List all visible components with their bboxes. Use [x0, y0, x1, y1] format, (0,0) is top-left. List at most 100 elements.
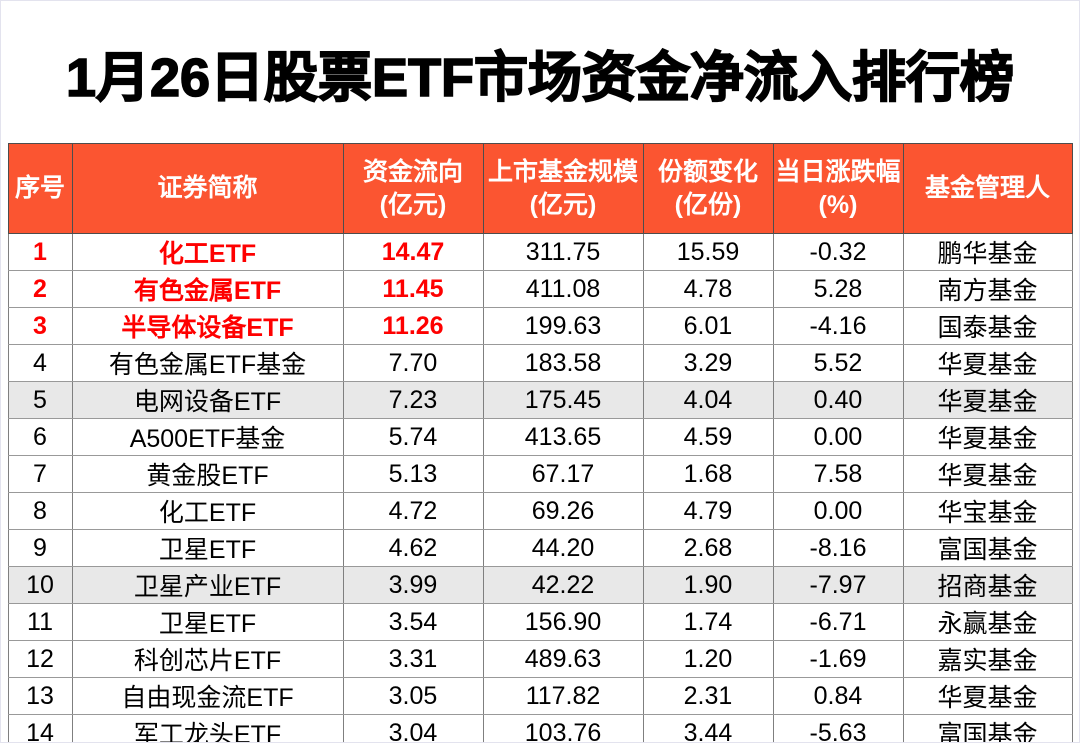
cell-scale: 183.58	[482, 344, 644, 382]
cell-manager: 华夏基金	[902, 455, 1073, 493]
table-row: 12 科创芯片ETF 3.31 489.63 1.20 -1.69 嘉实基金	[7, 640, 1073, 678]
cell-rank: 8	[7, 492, 73, 530]
cell-rank: 14	[7, 714, 73, 742]
cell-day-change: -5.63	[772, 714, 904, 742]
table-row: 1 化工ETF 14.47 311.75 15.59 -0.32 鹏华基金	[7, 233, 1073, 271]
column-header-line1: 上市基金规模	[487, 158, 638, 186]
table-row: 11 卫星ETF 3.54 156.90 1.74 -6.71 永赢基金	[7, 603, 1073, 641]
cell-share-change: 1.90	[642, 566, 774, 604]
cell-scale: 103.76	[482, 714, 644, 742]
column-header-line1: 份额变化	[657, 158, 758, 186]
table-row: 7 黄金股ETF 5.13 67.17 1.68 7.58 华夏基金	[7, 455, 1073, 493]
cell-name: A500ETF基金	[71, 418, 344, 456]
column-header-line2: (亿元)	[529, 190, 597, 219]
cell-scale: 175.45	[482, 381, 644, 419]
cell-flow: 7.70	[342, 344, 484, 382]
cell-manager: 富国基金	[902, 714, 1073, 742]
cell-share-change: 3.44	[642, 714, 774, 742]
cell-rank: 11	[7, 603, 73, 641]
cell-day-change: 0.00	[772, 418, 904, 456]
cell-scale: 311.75	[482, 233, 644, 271]
cell-manager: 嘉实基金	[902, 640, 1073, 678]
table-row: 13 自由现金流ETF 3.05 117.82 2.31 0.84 华夏基金	[7, 677, 1073, 715]
cell-day-change: 7.58	[772, 455, 904, 493]
cell-flow: 3.04	[342, 714, 484, 742]
cell-manager: 华夏基金	[902, 381, 1073, 419]
cell-name: 卫星ETF	[71, 603, 344, 641]
cell-manager: 南方基金	[902, 270, 1073, 308]
cell-rank: 1	[7, 233, 73, 271]
cell-share-change: 1.20	[642, 640, 774, 678]
page-title: 1月26日股票ETF市场资金净流入排行榜	[65, 47, 1015, 109]
cell-flow: 7.23	[342, 381, 484, 419]
cell-scale: 44.20	[482, 529, 644, 567]
table-body: 1 化工ETF 14.47 311.75 15.59 -0.32 鹏华基金 2 有色金属ETF 1…	[7, 233, 1073, 742]
column-header-line1: 资金流向	[362, 158, 463, 186]
cell-share-change: 15.59	[642, 233, 774, 271]
column-header-manager: 基金管理人	[902, 143, 1073, 234]
cell-share-change: 2.31	[642, 677, 774, 715]
cell-day-change: -8.16	[772, 529, 904, 567]
table-row: 6 A500ETF基金 5.74 413.65 4.59 0.00 华夏基金	[7, 418, 1073, 456]
cell-day-change: 0.40	[772, 381, 904, 419]
cell-scale: 67.17	[482, 455, 644, 493]
cell-day-change: -0.32	[772, 233, 904, 271]
table-header: 序号 证券简称 资金流向 (亿元) 上市基金规模 (亿元) 份额变化 (亿份) 当日涨跌幅 (%)…	[7, 143, 1073, 234]
cell-day-change: -1.69	[772, 640, 904, 678]
table-row: 10 卫星产业ETF 3.99 42.22 1.90 -7.97 招商基金	[7, 566, 1073, 604]
cell-name: 自由现金流ETF	[71, 677, 344, 715]
cell-flow: 5.13	[342, 455, 484, 493]
cell-rank: 7	[7, 455, 73, 493]
column-header-line2: (亿元)	[379, 190, 447, 219]
table-row: 2 有色金属ETF 11.45 411.08 4.78 5.28 南方基金	[7, 270, 1073, 308]
cell-flow: 5.74	[342, 418, 484, 456]
cell-name: 卫星产业ETF	[71, 566, 344, 604]
cell-day-change: -7.97	[772, 566, 904, 604]
cell-scale: 489.63	[482, 640, 644, 678]
cell-name: 卫星ETF	[71, 529, 344, 567]
cell-manager: 永赢基金	[902, 603, 1073, 641]
cell-manager: 鹏华基金	[902, 233, 1073, 271]
cell-scale: 42.22	[482, 566, 644, 604]
table-row: 8 化工ETF 4.72 69.26 4.79 0.00 华宝基金	[7, 492, 1073, 530]
cell-scale: 69.26	[482, 492, 644, 530]
title-block: 1月26日股票ETF市场资金净流入排行榜	[1, 1, 1079, 143]
cell-manager: 华夏基金	[902, 344, 1073, 382]
table-row: 14 军工龙头ETF 3.04 103.76 3.44 -5.63 富国基金	[7, 714, 1073, 742]
cell-flow: 4.62	[342, 529, 484, 567]
cell-flow: 14.47	[342, 233, 484, 271]
cell-name: 科创芯片ETF	[71, 640, 344, 678]
cell-share-change: 3.29	[642, 344, 774, 382]
column-header-scale: 上市基金规模 (亿元)	[482, 143, 644, 234]
cell-share-change: 1.68	[642, 455, 774, 493]
cell-share-change: 4.59	[642, 418, 774, 456]
column-header-line2: (亿份)	[674, 190, 742, 219]
cell-rank: 12	[7, 640, 73, 678]
cell-scale: 411.08	[482, 270, 644, 308]
cell-rank: 13	[7, 677, 73, 715]
cell-scale: 117.82	[482, 677, 644, 715]
cell-manager: 国泰基金	[902, 307, 1073, 345]
cell-share-change: 1.74	[642, 603, 774, 641]
cell-name: 有色金属ETF基金	[71, 344, 344, 382]
column-header-line1: 序号	[14, 174, 65, 203]
cell-share-change: 4.78	[642, 270, 774, 308]
cell-share-change: 2.68	[642, 529, 774, 567]
cell-flow: 11.26	[342, 307, 484, 345]
column-header-name: 证券简称	[71, 143, 344, 234]
table-row: 4 有色金属ETF基金 7.70 183.58 3.29 5.52 华夏基金	[7, 344, 1073, 382]
cell-flow: 3.31	[342, 640, 484, 678]
cell-name: 化工ETF	[71, 233, 344, 271]
cell-scale: 199.63	[482, 307, 644, 345]
cell-name: 黄金股ETF	[71, 455, 344, 493]
cell-rank: 4	[7, 344, 73, 382]
cell-share-change: 4.79	[642, 492, 774, 530]
cell-scale: 413.65	[482, 418, 644, 456]
column-header-line2: (%)	[818, 190, 858, 219]
cell-flow: 11.45	[342, 270, 484, 308]
cell-flow: 3.05	[342, 677, 484, 715]
cell-rank: 3	[7, 307, 73, 345]
cell-name: 半导体设备ETF	[71, 307, 344, 345]
cell-manager: 招商基金	[902, 566, 1073, 604]
cell-rank: 9	[7, 529, 73, 567]
